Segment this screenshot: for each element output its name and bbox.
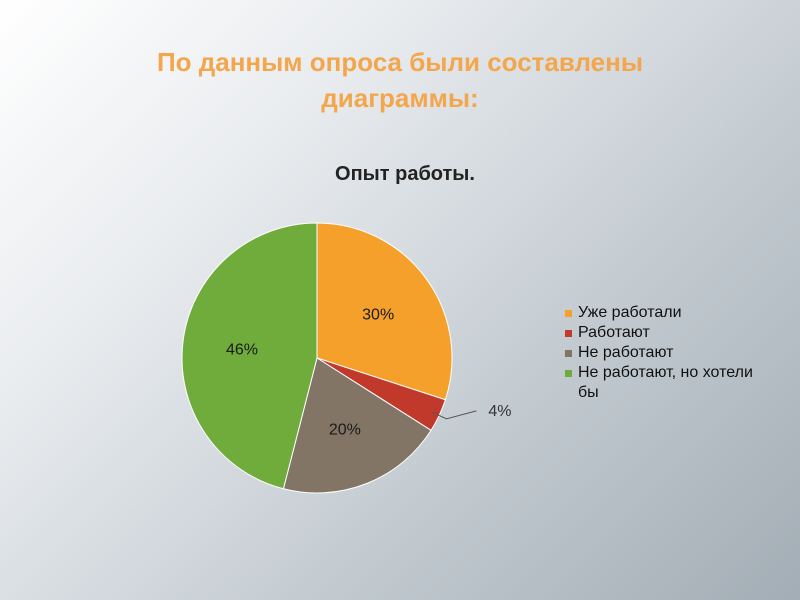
legend-label: Работают	[578, 324, 650, 341]
data-label: 20%	[329, 421, 361, 438]
data-label: 4%	[488, 403, 511, 420]
legend-label: Не работают, но хотели бы	[578, 364, 753, 401]
legend-swatch	[565, 370, 572, 377]
chart-legend: Уже работали Работают Не работают Не раб…	[565, 303, 765, 403]
legend-item-not-working-want: Не работают, но хотели бы	[565, 363, 765, 403]
legend-label: Не работают	[578, 344, 674, 361]
legend-item-working: Работают	[565, 323, 765, 343]
slide-title-line-1: По данным опроса были составлены	[156, 47, 644, 77]
data-label: 46%	[226, 342, 258, 359]
legend-swatch	[565, 310, 572, 317]
legend-swatch	[565, 330, 572, 337]
pie-slice-already-worked	[316, 222, 453, 401]
pie-slice-not-working-want	[181, 222, 318, 490]
data-label: 30%	[362, 307, 394, 324]
slide-title-line-2: диаграммы:	[321, 83, 479, 113]
legend-swatch	[565, 350, 572, 357]
slide-title: По данным опроса были составлены диаграм…	[60, 44, 740, 116]
chart-title: Опыт работы.	[335, 163, 475, 185]
pie-slice-not-working	[282, 357, 432, 494]
legend-item-not-working: Не работают	[565, 343, 765, 363]
legend-item-already-worked: Уже работали	[565, 303, 765, 323]
leader-line	[431, 410, 477, 420]
legend-label: Уже работали	[578, 304, 682, 321]
